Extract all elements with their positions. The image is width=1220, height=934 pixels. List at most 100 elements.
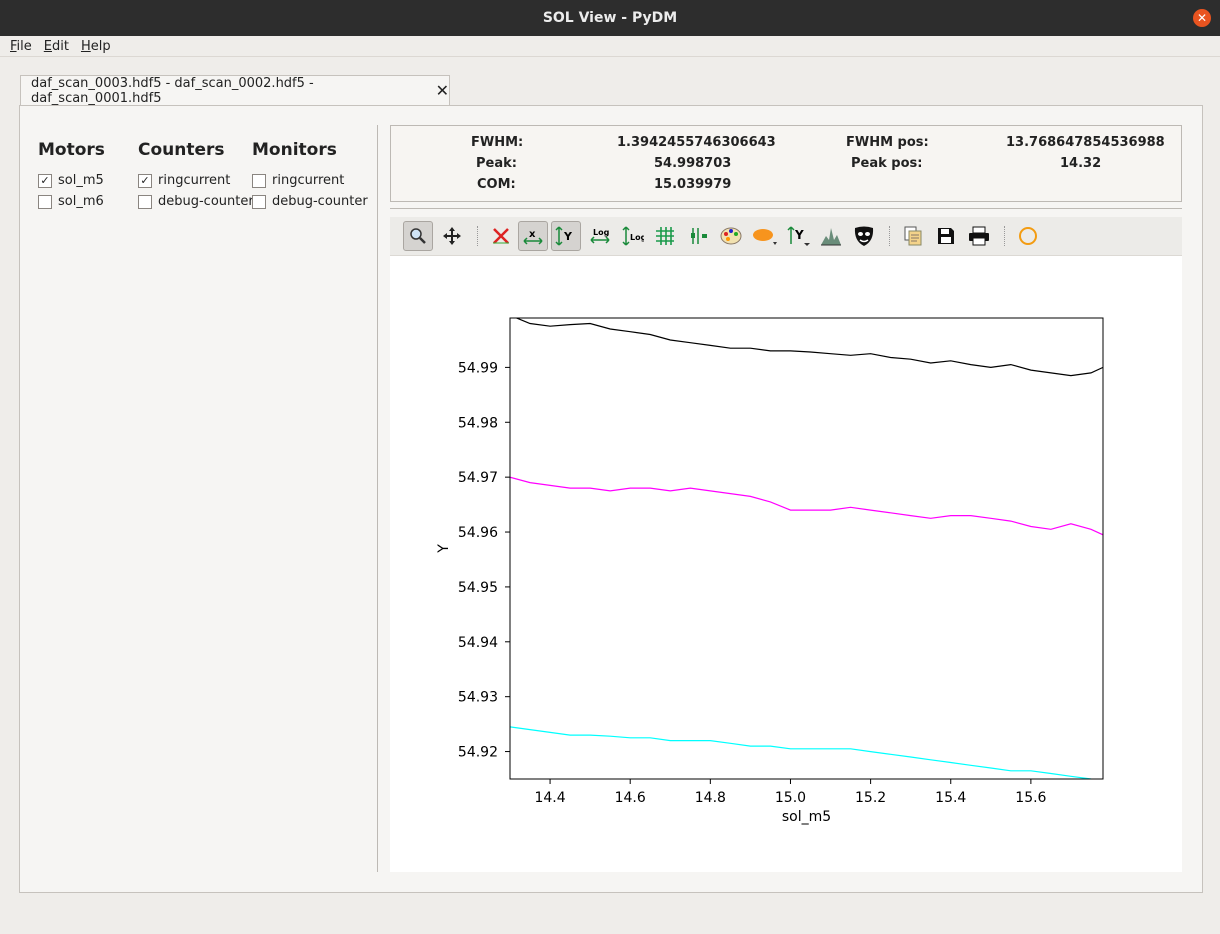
- log-x-icon: Log: [590, 228, 610, 244]
- window-title: SOL View - PyDM: [542, 10, 678, 26]
- series-line-0: [515, 318, 1103, 377]
- fwhm-pos-label: FWHM pos:: [846, 135, 929, 150]
- counter-debug-counter-checkbox[interactable]: debug-counter: [138, 191, 254, 212]
- monitors-heading: Monitors: [252, 140, 337, 160]
- fit-icon: [821, 228, 841, 246]
- colormap-icon: [720, 227, 742, 245]
- x-tick-label: 15.4: [935, 790, 966, 806]
- line-chart[interactable]: 14.4 14.6 14.8 15.0 15.2 15.4 15.6 54.92 54.93 54…: [390, 256, 1182, 872]
- x-tick-label: 14.8: [695, 790, 726, 806]
- checkbox-label: ringcurrent: [272, 173, 345, 188]
- reset-zoom-button[interactable]: [486, 221, 516, 251]
- x-tick-label: 15.2: [855, 790, 886, 806]
- series-line-1: [510, 476, 1103, 536]
- monitors-column: Monitors ringcurrent debug-counter: [252, 140, 368, 212]
- menu-edit[interactable]: Edit: [43, 38, 69, 54]
- checkbox-checked-icon[interactable]: ✓: [38, 173, 52, 188]
- position-icon: [1019, 227, 1037, 245]
- x-tick-label: 14.6: [615, 790, 646, 806]
- checkbox-label: sol_m5: [58, 173, 104, 188]
- reset-zoom-icon: [493, 228, 509, 244]
- symbol-button[interactable]: [750, 221, 780, 251]
- toolbar-separator: [1004, 226, 1007, 246]
- log-x-button[interactable]: Log: [585, 221, 615, 251]
- svg-text:Log: Log: [593, 228, 610, 237]
- motors-column: Motors ✓ sol_m5 sol_m6: [38, 140, 105, 212]
- checkbox-label: debug-counter: [272, 194, 368, 209]
- tab-label: daf_scan_0003.hdf5 - daf_scan_0002.hdf5 …: [31, 75, 314, 106]
- checkbox-unchecked-icon[interactable]: [38, 194, 52, 209]
- copy-button[interactable]: [898, 221, 928, 251]
- checkbox-unchecked-icon[interactable]: [252, 194, 266, 209]
- peak-pos-label: Peak pos:: [851, 156, 923, 171]
- motor-sol-m5-checkbox[interactable]: ✓ sol_m5: [38, 170, 105, 191]
- fwhm-value: 1.3942455746306643: [617, 135, 776, 150]
- monitor-ringcurrent-checkbox[interactable]: ringcurrent: [252, 170, 368, 191]
- grid-icon: [656, 227, 674, 245]
- print-button[interactable]: [964, 221, 994, 251]
- tab-scan-files[interactable]: daf_scan_0003.hdf5 - daf_scan_0002.hdf5 …: [20, 75, 450, 106]
- y-tick-label: 54.94: [458, 635, 498, 651]
- checkbox-label: debug-counter: [158, 194, 254, 209]
- y-tick-label: 54.99: [458, 360, 498, 376]
- checkbox-label: ringcurrent: [158, 173, 231, 188]
- plot-frame: [509, 317, 1104, 780]
- curve-style-icon: [691, 228, 707, 244]
- menu-help[interactable]: Help: [80, 38, 111, 54]
- curve-style-button[interactable]: [684, 221, 714, 251]
- y-axis-button[interactable]: Y: [783, 221, 813, 251]
- monitor-debug-counter-checkbox[interactable]: debug-counter: [252, 191, 368, 212]
- print-icon: [969, 226, 989, 246]
- motor-sol-m6-checkbox[interactable]: sol_m6: [38, 191, 105, 212]
- y-tick-label: 54.95: [458, 580, 498, 596]
- toolbar-separator: [889, 226, 892, 246]
- checkbox-label: sol_m6: [58, 194, 104, 209]
- fwhm-pos-value: 13.768647854536988: [1006, 135, 1165, 150]
- grid-button[interactable]: [650, 221, 680, 251]
- svg-text:Log: Log: [630, 233, 644, 242]
- position-button[interactable]: [1013, 221, 1043, 251]
- counters-column: Counters ✓ ringcurrent debug-counter: [138, 140, 254, 212]
- svg-text:Y: Y: [563, 230, 573, 243]
- autoscale-y-button[interactable]: Y: [551, 221, 581, 251]
- svg-text:x: x: [529, 229, 536, 240]
- pan-button[interactable]: [437, 221, 467, 251]
- autoscale-y-icon: Y: [555, 226, 573, 246]
- tab-close-icon[interactable]: ✕: [435, 81, 449, 100]
- y-tick-label: 54.93: [458, 690, 498, 706]
- y-axis-icon: Y: [787, 226, 810, 246]
- autoscale-x-icon: x: [523, 229, 543, 245]
- plot-canvas[interactable]: 14.4 14.6 14.8 15.0 15.2 15.4 15.6 54.92 54.93 54…: [390, 256, 1182, 872]
- autoscale-x-button[interactable]: x: [518, 221, 548, 251]
- colormap-button[interactable]: [716, 221, 746, 251]
- y-tick-label: 54.96: [458, 525, 498, 541]
- fwhm-label: FWHM:: [471, 135, 524, 150]
- peak-pos-value: 14.32: [1060, 156, 1102, 171]
- zoom-button[interactable]: [403, 221, 433, 251]
- mask-button[interactable]: [849, 221, 879, 251]
- x-axis-label: sol_m5: [782, 809, 831, 825]
- peak-value: 54.998703: [654, 156, 732, 171]
- y-tick-label: 54.92: [458, 745, 498, 761]
- counter-ringcurrent-checkbox[interactable]: ✓ ringcurrent: [138, 170, 254, 191]
- checkbox-unchecked-icon[interactable]: [252, 173, 266, 188]
- mask-icon: [854, 226, 874, 246]
- save-icon: [938, 228, 954, 244]
- y-axis-label: Y: [436, 544, 452, 554]
- save-button[interactable]: [931, 221, 961, 251]
- checkbox-checked-icon[interactable]: ✓: [138, 173, 152, 188]
- panel-splitter[interactable]: [377, 125, 378, 872]
- log-y-button[interactable]: Log: [618, 221, 648, 251]
- plot-toolbar: x Y Log Log Y: [390, 217, 1182, 256]
- checkbox-unchecked-icon[interactable]: [138, 194, 152, 209]
- pan-icon: [443, 227, 461, 245]
- menu-file[interactable]: File: [10, 38, 32, 54]
- window-titlebar: SOL View - PyDM ✕: [0, 0, 1220, 36]
- peak-label: Peak:: [476, 156, 517, 171]
- close-window-button[interactable]: ✕: [1193, 9, 1211, 27]
- series-line-2: [510, 726, 1092, 779]
- x-tick-label: 15.0: [775, 790, 806, 806]
- fit-button[interactable]: [816, 221, 846, 251]
- log-y-icon: Log: [622, 226, 644, 246]
- x-tick-label: 15.6: [1015, 790, 1046, 806]
